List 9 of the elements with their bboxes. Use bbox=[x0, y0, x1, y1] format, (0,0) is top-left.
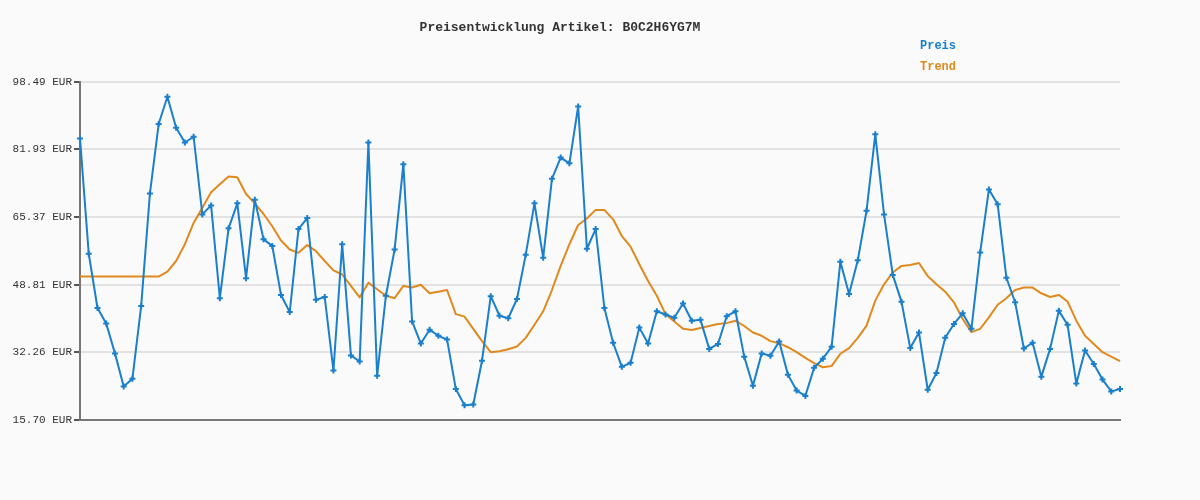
y-tick-label: 65.37 EUR bbox=[12, 210, 73, 223]
y-tick-label: 15.70 EUR bbox=[12, 413, 73, 426]
y-tick-label: 48.81 EUR bbox=[12, 278, 73, 291]
y-tick-label: 32.26 EUR bbox=[12, 346, 73, 359]
y-tick-label: 81.93 EUR bbox=[12, 143, 73, 156]
y-tick-label: 98.49 EUR bbox=[12, 75, 73, 88]
chart-title: Preisentwicklung Artikel: B0C2H6YG7M bbox=[419, 20, 701, 36]
text: Preis bbox=[920, 39, 957, 54]
text: Trend bbox=[920, 60, 957, 75]
